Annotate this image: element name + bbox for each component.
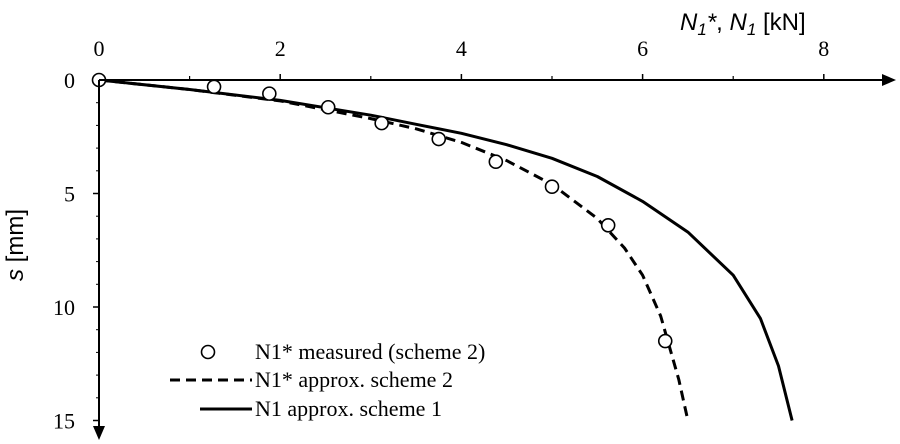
x-tick-label: 6 (637, 36, 648, 61)
legend: N1* measured (scheme 2) N1* approx. sche… (170, 339, 485, 421)
x-axis-title-unit: [kN] (756, 9, 805, 36)
x-axis-title-superscript: * (707, 9, 717, 36)
legend-label-approx-scheme-2: N1* approx. scheme 2 (255, 367, 453, 392)
data-point-measured (657, 333, 673, 349)
ticks-layer: 0 2 4 6 8 0 5 10 15 (53, 36, 829, 434)
y-axis-title-unit: [mm] (2, 209, 29, 269)
data-point-measured (431, 131, 447, 147)
x-axis-arrow-icon (882, 74, 896, 86)
y-tick-label: 5 (64, 182, 75, 207)
y-axis-arrow-icon (93, 426, 105, 440)
data-point-measured (544, 179, 560, 194)
x-axis-title-subscript: 1 (697, 20, 706, 39)
x-tick-label: 0 (94, 36, 105, 61)
axes-layer: 0 2 4 6 8 0 5 10 15 (53, 36, 896, 440)
data-point-measured (206, 79, 222, 95)
x-axis-title-subscript-2: 1 (747, 20, 756, 39)
legend-label-approx-scheme-1: N1 approx. scheme 1 (255, 396, 442, 421)
legend-marker-measured (200, 344, 216, 360)
y-axis-title: s [mm] (2, 209, 29, 281)
data-point-measured (262, 86, 277, 101)
data-point-measured (320, 99, 336, 115)
x-axis-title: N1*, N1 [kN] (680, 9, 806, 39)
legend-label-measured: N1* measured (scheme 2) (255, 339, 485, 364)
x-axis-title-symbol-2: N (730, 9, 748, 36)
data-point-measured (488, 154, 504, 170)
y-tick-label: 10 (53, 295, 75, 320)
x-tick-label: 8 (818, 36, 829, 61)
x-axis-title-symbol: N (680, 9, 698, 36)
series-line-approx-scheme-1 (98, 78, 794, 421)
y-axis-title-symbol: s (2, 269, 29, 281)
data-point-measured (600, 217, 616, 233)
y-tick-label: 15 (53, 409, 75, 434)
x-tick-label: 2 (275, 36, 286, 61)
y-tick-label: 0 (64, 68, 75, 93)
x-tick-label: 4 (456, 36, 467, 61)
series-layer (91, 72, 794, 421)
x-axis-title-separator: , (716, 9, 729, 36)
data-point-measured (374, 115, 389, 131)
